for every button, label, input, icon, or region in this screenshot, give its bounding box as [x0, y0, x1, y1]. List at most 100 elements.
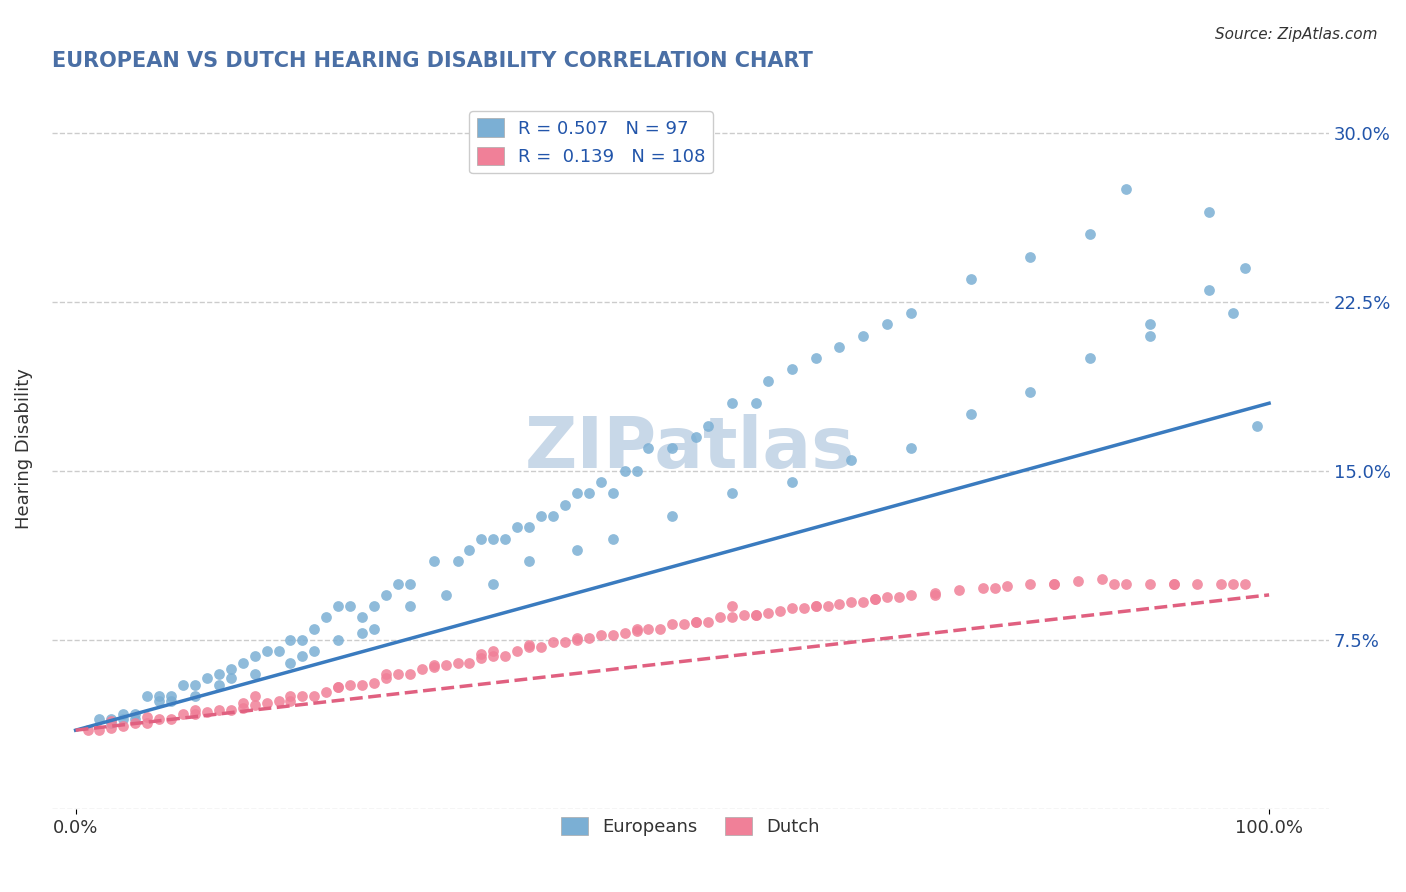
Point	[1163, 576, 1185, 591]
Point	[626, 624, 648, 638]
Point	[841, 595, 863, 609]
Point	[1163, 576, 1185, 591]
Point	[1139, 318, 1161, 332]
Point	[554, 498, 576, 512]
Point	[541, 635, 564, 649]
Point	[100, 716, 122, 731]
Point	[363, 622, 385, 636]
Point	[76, 723, 98, 738]
Point	[352, 610, 374, 624]
Point	[924, 585, 946, 599]
Point	[387, 576, 409, 591]
Point	[267, 644, 290, 658]
Point	[352, 678, 374, 692]
Point	[1019, 576, 1042, 591]
Point	[494, 532, 516, 546]
Point	[756, 374, 779, 388]
Point	[626, 464, 648, 478]
Point	[1091, 572, 1114, 586]
Point	[602, 532, 624, 546]
Point	[339, 678, 361, 692]
Point	[328, 681, 350, 695]
Point	[256, 644, 278, 658]
Point	[565, 632, 588, 647]
Point	[780, 475, 803, 490]
Point	[434, 657, 457, 672]
Point	[148, 690, 170, 704]
Point	[482, 648, 505, 663]
Point	[865, 592, 887, 607]
Point	[315, 610, 337, 624]
Point	[160, 690, 183, 704]
Point	[589, 475, 612, 490]
Point	[172, 707, 194, 722]
Point	[865, 592, 887, 607]
Point	[291, 690, 314, 704]
Point	[374, 588, 396, 602]
Point	[184, 707, 207, 722]
Point	[1019, 250, 1042, 264]
Point	[1067, 574, 1090, 589]
Point	[148, 694, 170, 708]
Point	[541, 508, 564, 523]
Point	[208, 666, 231, 681]
Point	[470, 532, 492, 546]
Point	[136, 690, 159, 704]
Point	[1102, 576, 1125, 591]
Point	[697, 418, 720, 433]
Point	[804, 599, 827, 614]
Point	[422, 657, 444, 672]
Point	[422, 554, 444, 568]
Point	[589, 628, 612, 642]
Point	[661, 617, 683, 632]
Point	[411, 662, 433, 676]
Point	[756, 606, 779, 620]
Point	[733, 608, 755, 623]
Text: Source: ZipAtlas.com: Source: ZipAtlas.com	[1215, 27, 1378, 42]
Point	[780, 362, 803, 376]
Point	[685, 615, 707, 629]
Point	[89, 723, 111, 738]
Point	[291, 632, 314, 647]
Point	[1187, 576, 1209, 591]
Point	[613, 464, 636, 478]
Point	[900, 306, 922, 320]
Point	[876, 590, 898, 604]
Point	[887, 590, 910, 604]
Point	[219, 662, 242, 676]
Point	[578, 631, 600, 645]
Point	[841, 452, 863, 467]
Point	[959, 272, 981, 286]
Point	[530, 640, 553, 654]
Point	[267, 694, 290, 708]
Point	[398, 666, 420, 681]
Point	[195, 705, 218, 719]
Point	[602, 628, 624, 642]
Point	[1234, 576, 1257, 591]
Point	[458, 542, 481, 557]
Point	[1198, 204, 1220, 219]
Point	[972, 581, 994, 595]
Point	[1222, 576, 1244, 591]
Point	[184, 703, 207, 717]
Point	[232, 696, 254, 710]
Point	[124, 707, 146, 722]
Point	[876, 318, 898, 332]
Point	[470, 651, 492, 665]
Point	[506, 520, 529, 534]
Point	[1078, 351, 1101, 365]
Point	[637, 442, 659, 456]
Point	[470, 647, 492, 661]
Point	[243, 666, 266, 681]
Point	[482, 576, 505, 591]
Point	[100, 714, 122, 729]
Point	[959, 408, 981, 422]
Point	[804, 599, 827, 614]
Point	[280, 632, 302, 647]
Point	[280, 694, 302, 708]
Point	[280, 690, 302, 704]
Point	[124, 712, 146, 726]
Point	[517, 640, 540, 654]
Point	[232, 700, 254, 714]
Point	[124, 716, 146, 731]
